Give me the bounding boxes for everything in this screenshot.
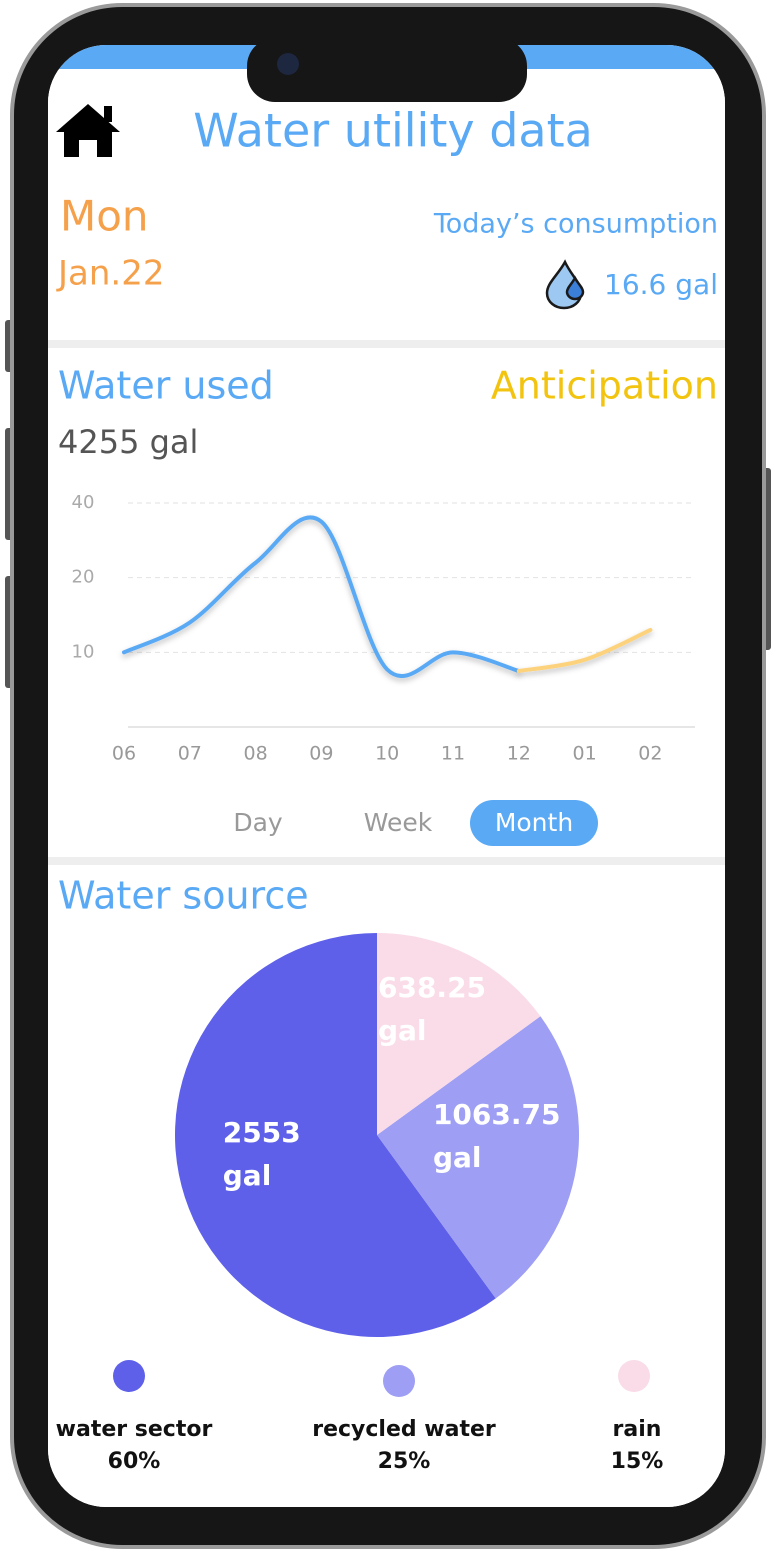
period-button[interactable]: Month	[495, 808, 573, 837]
data-line	[122, 515, 521, 679]
pie-value-label: 2553 gal	[222, 1116, 301, 1193]
legend-swatch	[383, 1365, 415, 1397]
legend-label: rain	[613, 1417, 662, 1442]
data-line	[516, 627, 653, 673]
anticipation-title: Anticipation	[491, 364, 718, 408]
water-drop-icon	[545, 259, 585, 310]
separator	[48, 340, 725, 348]
pie-chart	[174, 933, 579, 1338]
camera	[277, 53, 299, 75]
notch	[247, 38, 527, 102]
separator	[48, 857, 725, 865]
pie-value-label: 638.25 gal	[377, 971, 487, 1047]
pie-slice	[377, 1016, 579, 1299]
x-tick-label: 02	[638, 743, 662, 765]
x-tick-label: 01	[573, 743, 597, 765]
x-tick-label: 11	[441, 743, 465, 765]
usage-total: 4255 gal	[58, 423, 198, 461]
legend-swatch	[618, 1360, 650, 1392]
legend-swatch	[113, 1360, 145, 1392]
weekday: Mon	[60, 192, 149, 241]
period-button[interactable]: Day	[233, 808, 283, 837]
legend: water sector 60% recycled water 25% rain 15%	[56, 1360, 664, 1474]
source-title: Water source	[58, 874, 309, 918]
y-tick-label: 10	[72, 641, 95, 662]
consumption-value: 16.6 gal	[604, 268, 718, 301]
legend-label: water sector	[56, 1417, 213, 1442]
period-switch: Day Week Month	[233, 800, 598, 846]
x-tick-label: 09	[309, 743, 333, 765]
x-tick-label: 12	[507, 743, 531, 765]
consumption-label: Today’s consumption	[433, 209, 718, 240]
x-tick-label: 08	[244, 743, 268, 765]
y-tick-label: 40	[72, 492, 95, 513]
y-tick-label: 20	[72, 567, 95, 588]
pie-value-label: 1063.75 gal	[432, 1097, 561, 1174]
period-button[interactable]: Week	[364, 808, 433, 837]
line-chart: 10 20 40 06 07 08 09 10 11 12 01 02	[72, 492, 695, 765]
pie-slice	[377, 933, 541, 1135]
legend-share: 25%	[378, 1449, 431, 1474]
legend-share: 15%	[611, 1449, 664, 1474]
app-title: Water utility data	[193, 104, 593, 158]
x-tick-label: 06	[112, 743, 136, 765]
x-tick-label: 07	[178, 743, 202, 765]
home-button[interactable]	[56, 104, 120, 157]
date: Jan.22	[56, 254, 164, 294]
x-tick-label: 10	[375, 743, 399, 765]
legend-label: recycled water	[312, 1417, 496, 1442]
usage-title: Water used	[58, 364, 274, 408]
legend-share: 60%	[108, 1449, 161, 1474]
period-button-bg[interactable]	[470, 800, 598, 846]
pie-slice	[174, 933, 496, 1338]
